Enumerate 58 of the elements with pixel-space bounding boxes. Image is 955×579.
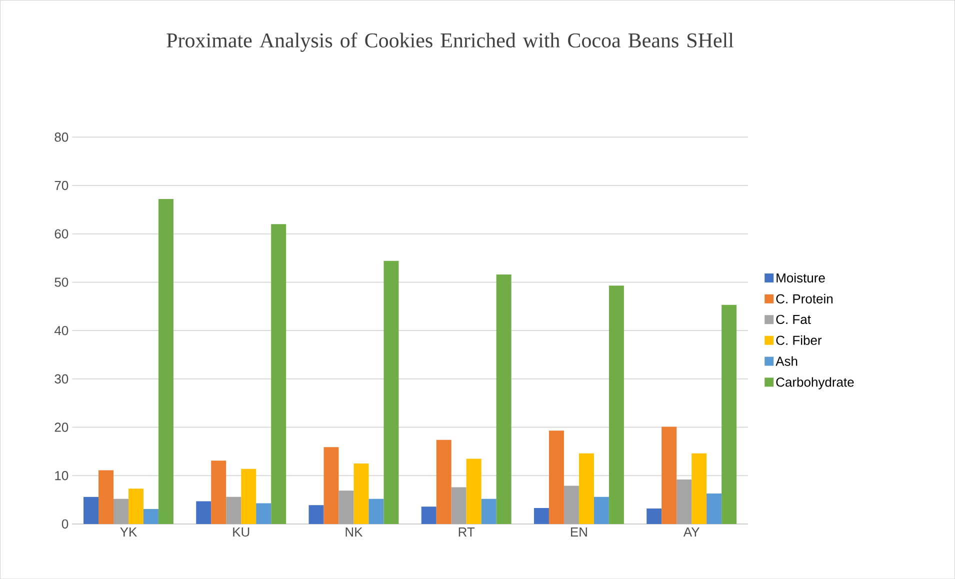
y-tick-label: 10 — [55, 470, 68, 480]
bar — [608, 286, 624, 524]
bar — [451, 487, 466, 524]
bar — [128, 488, 144, 524]
bar — [143, 508, 158, 524]
y-tick-label: 50 — [54, 278, 68, 287]
x-tick-label: EN — [571, 527, 587, 536]
bar — [338, 490, 354, 524]
y-tick-label: 80 — [54, 132, 68, 142]
bar — [564, 486, 579, 524]
bar — [84, 496, 98, 524]
bar — [226, 496, 242, 524]
bar — [271, 224, 286, 524]
bar — [676, 479, 692, 524]
bar — [548, 430, 564, 524]
bar — [722, 304, 737, 524]
x-tick-label: NK — [346, 527, 363, 536]
bar — [324, 447, 339, 524]
bar — [98, 470, 114, 524]
bar — [466, 458, 482, 524]
x-tick-label: RT — [458, 527, 475, 536]
bar — [496, 274, 512, 524]
y-tick-label: 40 — [54, 326, 68, 336]
bar — [308, 505, 324, 524]
chart-title: Proximate Analysis of Cookies Enriched with Cocoa Beans SHell — [166, 32, 734, 52]
legend-label: C. Protein — [776, 294, 833, 304]
bar — [354, 463, 369, 524]
bar — [368, 498, 384, 524]
legend-label: Carbohydrate — [776, 377, 854, 390]
bar — [578, 453, 594, 524]
bar — [211, 460, 226, 524]
bar — [594, 496, 609, 524]
y-tick-label: 70 — [54, 180, 68, 190]
bar — [256, 503, 272, 524]
y-tick-label: 0 — [62, 519, 68, 528]
legend-label: C. Fiber — [776, 335, 822, 345]
bar — [692, 453, 707, 524]
y-tick-label: 30 — [54, 374, 68, 384]
bar — [706, 493, 722, 524]
y-tick-label: 20 — [54, 422, 68, 432]
bar — [534, 508, 549, 524]
y-tick-label: 60 — [54, 229, 68, 238]
legend-label: Ash — [776, 356, 798, 366]
bar — [646, 508, 662, 524]
bar — [196, 501, 212, 524]
legend-label: Moisture — [776, 272, 825, 282]
bar — [436, 440, 452, 524]
bar — [384, 260, 399, 524]
x-tick-label: AY — [683, 527, 700, 536]
legend-label: C. Fat — [776, 314, 811, 324]
bar — [113, 498, 128, 524]
bar — [241, 468, 256, 524]
x-tick-label: YK — [120, 527, 138, 536]
bar — [662, 426, 677, 524]
bar — [421, 506, 436, 524]
bar — [481, 498, 496, 524]
bar — [158, 198, 174, 524]
x-tick-label: KU — [233, 527, 250, 536]
